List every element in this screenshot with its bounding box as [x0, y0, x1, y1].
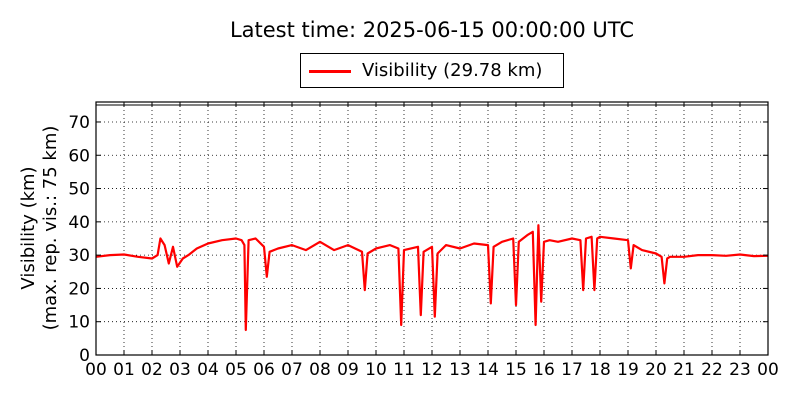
y-tick-label: 20	[68, 279, 90, 299]
x-tick-label: 21	[673, 360, 695, 380]
x-tick-label: 11	[393, 360, 415, 380]
y-axis-label-line1: Visibility (km)	[18, 166, 39, 290]
y-axis-ticks: 0 10 20 30 40 50 60 70	[68, 113, 768, 366]
x-tick-label: 22	[701, 360, 723, 380]
y-tick-label: 0	[79, 346, 90, 366]
legend: Visibility (29.78 km)	[300, 53, 564, 88]
x-tick-label: 18	[589, 360, 611, 380]
x-tick-label: 03	[169, 360, 191, 380]
x-tick-label: 09	[337, 360, 359, 380]
x-tick-label: 20	[645, 360, 667, 380]
y-tick-label: 30	[68, 246, 90, 266]
x-tick-label: 05	[225, 360, 247, 380]
x-tick-label: 10	[365, 360, 387, 380]
x-tick-label: 16	[533, 360, 555, 380]
x-tick-label: 01	[113, 360, 135, 380]
x-axis-ticks: 00 01 02 03 04 05 06 07 08 09 10 11 12 13 14 15 16 17 18 19…	[85, 102, 779, 380]
x-tick-label: 19	[617, 360, 639, 380]
y-tick-label: 40	[68, 213, 90, 233]
x-tick-label: 23	[729, 360, 751, 380]
chart-title: Latest time: 2025-06-15 00:00:00 UTC	[229, 18, 635, 42]
x-tick-label: 12	[421, 360, 443, 380]
y-tick-label: 60	[68, 146, 90, 166]
x-tick-label: 13	[449, 360, 471, 380]
x-tick-label: 02	[141, 360, 163, 380]
x-tick-label: 00	[757, 360, 779, 380]
x-tick-label: 14	[477, 360, 499, 380]
x-tick-label: 00	[85, 360, 107, 380]
plot-frame	[95, 101, 769, 356]
legend-label: Visibility (29.78 km)	[362, 60, 543, 81]
visibility-series-line	[95, 224, 769, 332]
x-tick-label: 06	[253, 360, 275, 380]
y-tick-label: 70	[68, 113, 90, 133]
y-tick-label: 50	[68, 180, 90, 200]
legend-line-swatch	[309, 70, 351, 73]
x-tick-label: 17	[561, 360, 583, 380]
y-axis-label-line2: (max. rep. vis.: 75 km)	[40, 125, 61, 331]
x-tick-label: 07	[281, 360, 303, 380]
y-tick-label: 10	[68, 313, 90, 333]
x-tick-label: 15	[505, 360, 527, 380]
grid-lines	[96, 102, 768, 355]
x-tick-label: 04	[197, 360, 219, 380]
x-tick-label: 08	[309, 360, 331, 380]
